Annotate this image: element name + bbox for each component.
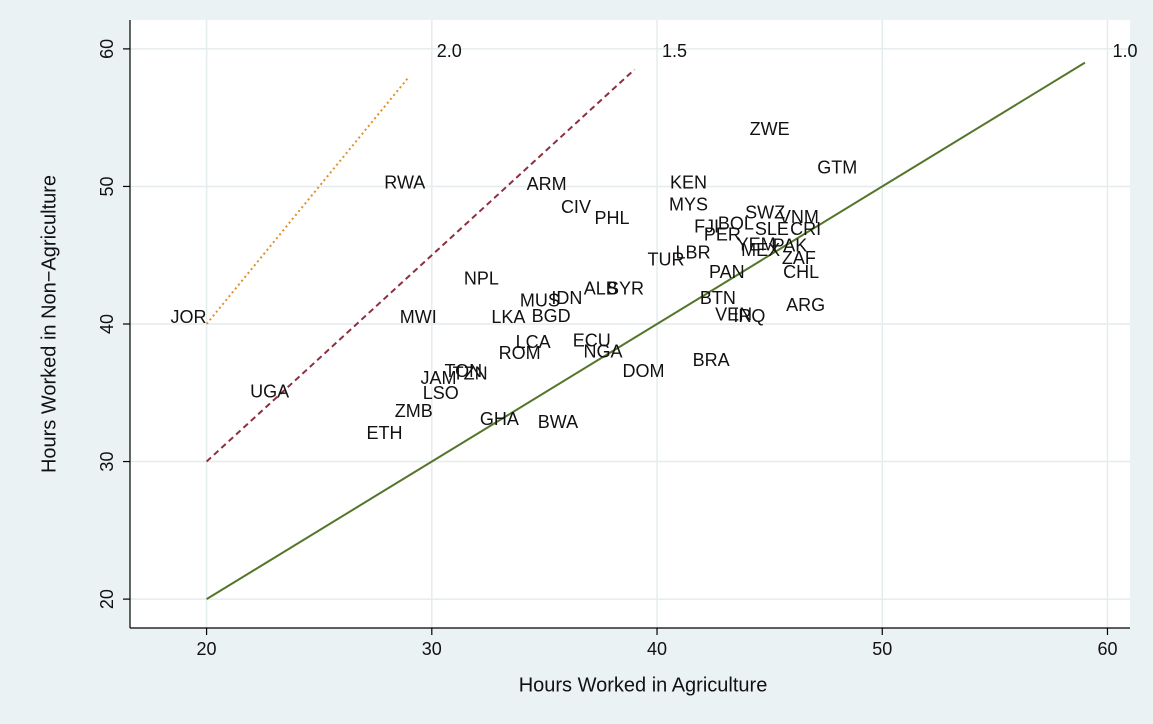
point-label: RWA — [384, 172, 425, 192]
x-tick-label: 30 — [422, 639, 442, 659]
x-axis-title: Hours Worked in Agriculture — [519, 674, 768, 696]
y-tick-label: 30 — [97, 452, 117, 472]
y-axis-title: Hours Worked in Non−Agriculture — [38, 175, 60, 473]
point-label: TZN — [453, 364, 488, 384]
point-label: LBR — [676, 243, 711, 263]
point-label: ARM — [527, 174, 567, 194]
point-label: PER — [704, 225, 741, 245]
point-label: DOM — [623, 361, 665, 381]
point-label: BOL — [718, 214, 754, 234]
point-label: MWI — [400, 307, 437, 327]
point-label: CRI — [790, 219, 821, 239]
point-label: SYR — [607, 278, 644, 298]
reference-line-label: 1.5 — [662, 41, 687, 61]
point-label: GHA — [480, 409, 519, 429]
point-label: PAN — [709, 262, 745, 282]
point-label: ETH — [367, 423, 403, 443]
point-label: LCA — [516, 332, 551, 352]
point-label: PHL — [594, 208, 629, 228]
point-label: TON — [444, 361, 482, 381]
point-label: BTN — [700, 288, 736, 308]
point-label: UGA — [250, 382, 289, 402]
point-label: ZMB — [395, 401, 433, 421]
point-label: CHL — [783, 262, 819, 282]
point-label: NGA — [583, 342, 622, 362]
point-label: MYS — [669, 194, 708, 214]
point-label: BWA — [538, 412, 578, 432]
point-label: ALB — [584, 278, 618, 298]
point-label: PAK — [773, 236, 808, 256]
x-tick-label: 40 — [647, 639, 667, 659]
point-label: SLE — [755, 219, 789, 239]
point-label: FJI — [694, 216, 719, 236]
reference-line-label: 2.0 — [437, 41, 462, 61]
reference-line — [205, 75, 411, 325]
y-tick-label: 20 — [97, 589, 117, 609]
point-label: YEM — [737, 234, 776, 254]
point-label: MUS — [520, 291, 560, 311]
point-label: LSO — [423, 383, 459, 403]
x-tick-label: 20 — [197, 639, 217, 659]
point-label: ZWE — [750, 119, 790, 139]
point-label: IDN — [551, 288, 582, 308]
point-label: IRQ — [733, 306, 765, 326]
y-tick-label: 50 — [97, 176, 117, 196]
point-label: VEN — [715, 304, 752, 324]
x-tick-label: 60 — [1097, 639, 1117, 659]
reference-line — [206, 61, 1086, 600]
x-tick-label: 50 — [872, 639, 892, 659]
reference-line-label: 1.0 — [1112, 41, 1137, 61]
point-label: LKA — [491, 307, 525, 327]
point-label: BGD — [532, 306, 571, 326]
point-label: SWZ — [745, 203, 785, 223]
point-label: JAM — [421, 368, 457, 388]
point-label: ECU — [573, 331, 611, 351]
point-label: CIV — [561, 197, 591, 217]
point-label: NPL — [464, 269, 499, 289]
point-label: MEX — [741, 240, 780, 260]
point-label: TUR — [648, 249, 685, 269]
point-label: KEN — [670, 172, 707, 192]
point-label: JOR — [171, 307, 207, 327]
point-label: ARG — [786, 295, 825, 315]
point-label: BRA — [693, 350, 730, 370]
point-label: ROM — [499, 343, 541, 363]
point-label: GTM — [817, 157, 857, 177]
reference-line — [205, 68, 636, 463]
point-label: VNM — [779, 207, 819, 227]
y-tick-label: 60 — [97, 39, 117, 59]
point-label: ZAF — [782, 248, 816, 268]
y-tick-label: 40 — [97, 314, 117, 334]
